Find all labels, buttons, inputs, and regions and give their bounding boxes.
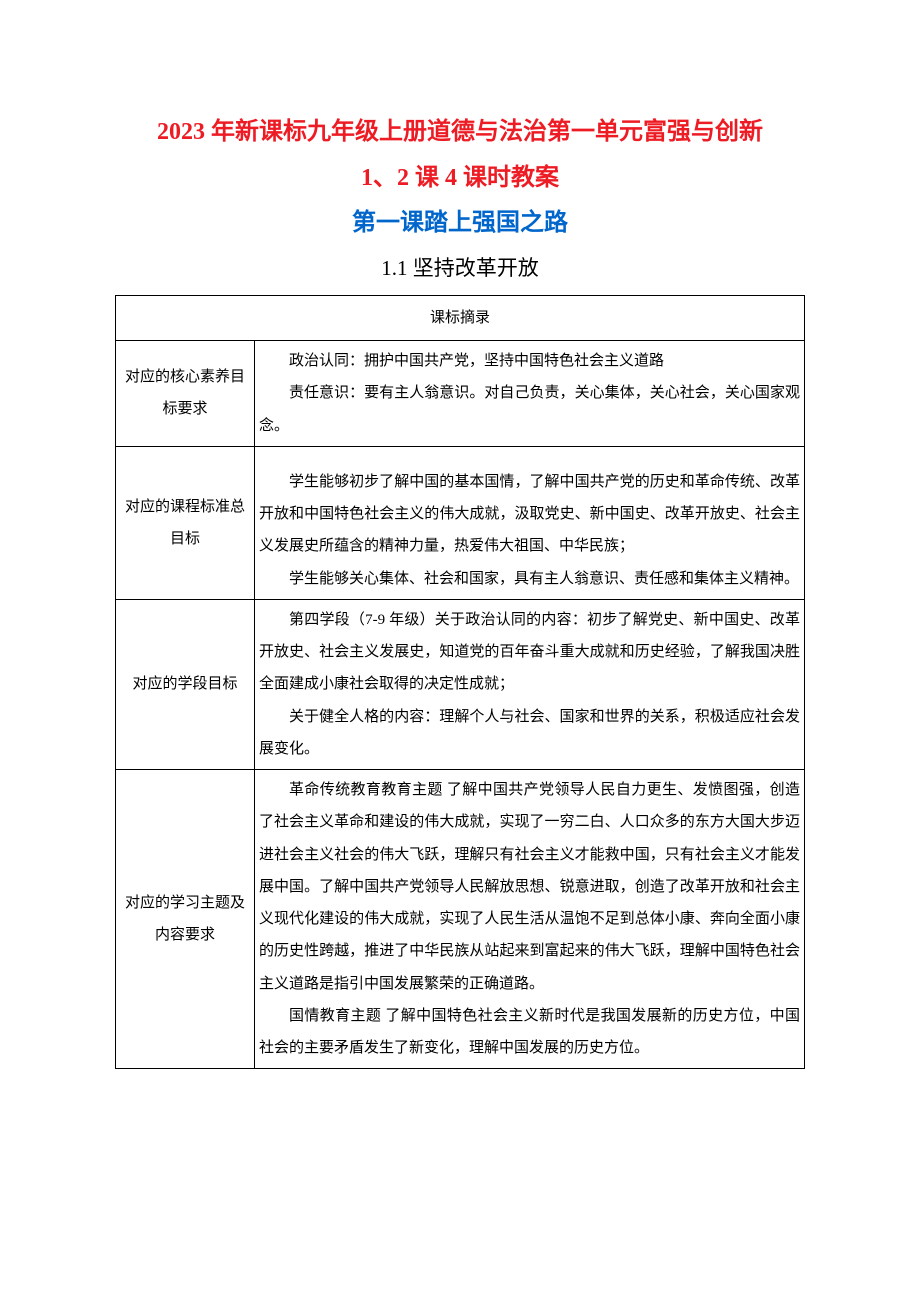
row-content: 第四学段（7-9 年级）关于政治认同的内容：初步了解党史、新中国史、改革开放史、…	[255, 599, 805, 769]
lesson-title: 第一课踏上强国之路	[115, 201, 805, 247]
paragraph: 责任意识：要有主人翁意识。对自己负责，关心集体，关心社会，关心国家观念。	[259, 377, 800, 442]
row-label: 对应的学段目标	[116, 599, 255, 769]
row-content: 革命传统教育教育主题 了解中国共产党领导人民自力更生、发愤图强，创造了社会主义革…	[255, 770, 805, 1069]
paragraph: 革命传统教育教育主题 了解中国共产党领导人民自力更生、发愤图强，创造了社会主义革…	[259, 774, 800, 1000]
standards-table: 课标摘录 对应的核心素养目标要求 政治认同：拥护中国共产党，坚持中国特色社会主义…	[115, 295, 805, 1070]
blank-line	[259, 451, 800, 466]
table-row: 对应的学习主题及内容要求 革命传统教育教育主题 了解中国共产党领导人民自力更生、…	[116, 770, 805, 1069]
table-row: 对应的课程标准总目标 学生能够初步了解中国的基本国情，了解中国共产党的历史和革命…	[116, 446, 805, 599]
main-title-line1: 2023 年新课标九年级上册道德与法治第一单元富强与创新	[115, 110, 805, 156]
paragraph: 第四学段（7-9 年级）关于政治认同的内容：初步了解党史、新中国史、改革开放史、…	[259, 604, 800, 701]
paragraph: 学生能够关心集体、社会和国家，具有主人翁意识、责任感和集体主义精神。	[259, 563, 800, 595]
table-row: 对应的学段目标 第四学段（7-9 年级）关于政治认同的内容：初步了解党史、新中国…	[116, 599, 805, 769]
paragraph: 政治认同：拥护中国共产党，坚持中国特色社会主义道路	[259, 345, 800, 377]
row-label: 对应的课程标准总目标	[116, 446, 255, 599]
document-page: 2023 年新课标九年级上册道德与法治第一单元富强与创新 1、2 课 4 课时教…	[0, 0, 920, 1109]
paragraph: 学生能够初步了解中国的基本国情，了解中国共产党的历史和革命传统、改革开放和中国特…	[259, 466, 800, 563]
table-header: 课标摘录	[116, 295, 805, 340]
row-label: 对应的学习主题及内容要求	[116, 770, 255, 1069]
paragraph: 关于健全人格的内容：理解个人与社会、国家和世界的关系，积极适应社会发展变化。	[259, 701, 800, 766]
section-title: 1.1 坚持改革开放	[115, 247, 805, 289]
row-content: 政治认同：拥护中国共产党，坚持中国特色社会主义道路 责任意识：要有主人翁意识。对…	[255, 341, 805, 447]
main-title-line2: 1、2 课 4 课时教案	[115, 156, 805, 202]
row-content: 学生能够初步了解中国的基本国情，了解中国共产党的历史和革命传统、改革开放和中国特…	[255, 446, 805, 599]
paragraph: 国情教育主题 了解中国特色社会主义新时代是我国发展新的历史方位，中国社会的主要矛…	[259, 1000, 800, 1065]
table-header-row: 课标摘录	[116, 295, 805, 340]
table-row: 对应的核心素养目标要求 政治认同：拥护中国共产党，坚持中国特色社会主义道路 责任…	[116, 341, 805, 447]
row-label: 对应的核心素养目标要求	[116, 341, 255, 447]
